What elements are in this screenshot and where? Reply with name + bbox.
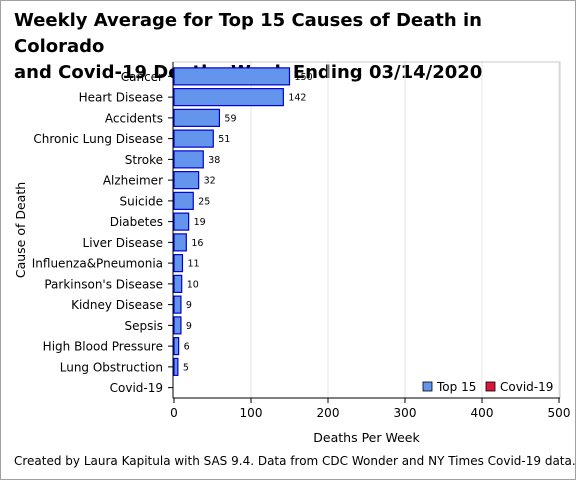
x-tick-label: 0 bbox=[170, 406, 178, 420]
data-label: 142 bbox=[288, 93, 306, 104]
bar bbox=[173, 67, 291, 86]
data-label: 11 bbox=[187, 259, 199, 270]
x-tick-label: 500 bbox=[548, 406, 571, 420]
data-label: 25 bbox=[198, 196, 210, 207]
data-label: 16 bbox=[191, 238, 203, 249]
category-label: Suicide bbox=[120, 194, 164, 208]
grid-lines bbox=[250, 62, 560, 398]
x-tick-label: 200 bbox=[317, 406, 340, 420]
bar bbox=[173, 357, 179, 376]
data-label: 32 bbox=[204, 176, 216, 187]
bar bbox=[173, 108, 221, 127]
bars: 150 142 59 51 38 32 25 19 16 11 10 9 9 6 5 bbox=[173, 67, 313, 376]
bar bbox=[173, 88, 284, 107]
x-axis-label: Deaths Per Week bbox=[313, 430, 420, 445]
data-label: 59 bbox=[224, 113, 236, 124]
category-label: Sepsis bbox=[125, 319, 163, 333]
category-label: Heart Disease bbox=[79, 91, 163, 105]
bar bbox=[173, 316, 182, 335]
category-label: Alzheimer bbox=[103, 174, 163, 188]
legend-swatch bbox=[422, 381, 433, 392]
x-tick-label: 400 bbox=[471, 406, 494, 420]
data-label: 9 bbox=[186, 300, 192, 311]
data-label: 5 bbox=[183, 362, 189, 373]
category-label: Lung Obstruction bbox=[60, 360, 163, 374]
x-tick-label: 300 bbox=[394, 406, 417, 420]
category-label: Stroke bbox=[125, 153, 163, 167]
data-label: 51 bbox=[218, 134, 230, 145]
bar bbox=[173, 295, 182, 314]
category-label: Parkinson's Disease bbox=[44, 277, 163, 291]
category-label: Kidney Disease bbox=[71, 298, 163, 312]
legend-swatch bbox=[485, 381, 496, 392]
data-label: 19 bbox=[194, 217, 206, 228]
category-label: High Blood Pressure bbox=[43, 340, 163, 354]
category-labels: Cancer Heart Disease Accidents Chronic Lung… bbox=[32, 70, 173, 395]
category-label: Covid-19 bbox=[110, 381, 163, 395]
chart-title-line-1: Weekly Average for Top 15 Causes of Deat… bbox=[14, 10, 482, 57]
data-label: 10 bbox=[187, 279, 199, 290]
category-label: Diabetes bbox=[110, 215, 163, 229]
category-label: Liver Disease bbox=[83, 236, 163, 250]
bar bbox=[173, 129, 214, 148]
x-axis-ticks: 0 100 200 300 400 500 bbox=[170, 398, 570, 420]
bar bbox=[173, 254, 184, 273]
bar bbox=[173, 150, 204, 169]
bar bbox=[173, 191, 194, 210]
category-label: Cancer bbox=[121, 70, 163, 84]
legend-label: Top 15 bbox=[436, 380, 476, 394]
category-label: Accidents bbox=[105, 111, 163, 125]
legend-label: Covid-19 bbox=[500, 380, 553, 394]
bar bbox=[173, 171, 200, 190]
data-label: 9 bbox=[186, 321, 192, 332]
bar bbox=[173, 233, 187, 252]
category-label: Influenza&Pneumonia bbox=[32, 257, 163, 271]
y-axis-label: Cause of Death bbox=[13, 182, 28, 278]
bar bbox=[173, 337, 180, 356]
legend: Top 15 Covid-19 bbox=[422, 380, 553, 394]
data-label: 150 bbox=[295, 72, 313, 83]
data-label: 6 bbox=[184, 342, 190, 353]
bar bbox=[173, 212, 190, 231]
category-label: Chronic Lung Disease bbox=[33, 132, 163, 146]
bar bbox=[173, 274, 183, 293]
x-tick-label: 100 bbox=[240, 406, 263, 420]
data-label: 38 bbox=[208, 155, 220, 166]
footnote: Created by Laura Kapitula with SAS 9.4. … bbox=[14, 454, 576, 468]
